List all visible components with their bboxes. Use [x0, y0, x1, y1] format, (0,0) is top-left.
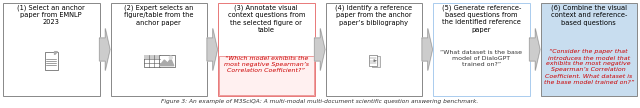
Polygon shape	[314, 29, 325, 70]
Bar	[369, 55, 376, 66]
Bar	[541, 3, 637, 96]
Polygon shape	[99, 29, 110, 70]
Text: Figure 3: An example of M3SciQA: A multi-modal multi-document scientific questio: Figure 3: An example of M3SciQA: A multi…	[161, 99, 479, 104]
Bar	[144, 55, 160, 59]
Polygon shape	[422, 29, 433, 70]
Text: (1) Select an anchor
paper from EMNLP
2023: (1) Select an anchor paper from EMNLP 20…	[17, 5, 85, 25]
Text: (4) Identify a reference
paper from the anchor
paper’s bibliography: (4) Identify a reference paper from the …	[335, 5, 412, 25]
Text: (6) Combine the visual
context and reference-
based questions: (6) Combine the visual context and refer…	[550, 5, 627, 25]
Bar	[218, 3, 314, 96]
Bar	[45, 52, 58, 70]
Polygon shape	[207, 29, 218, 70]
Bar	[159, 55, 175, 67]
Text: “What dataset is the base
model of DialoGPT
trained on?”: “What dataset is the base model of Dialo…	[440, 49, 522, 67]
Bar	[219, 56, 314, 95]
Bar	[144, 55, 160, 67]
Circle shape	[170, 56, 172, 59]
Text: (3) Annotate visual
context questions from
the selected figure or
table: (3) Annotate visual context questions fr…	[228, 5, 305, 33]
Polygon shape	[160, 59, 173, 66]
Bar	[3, 3, 99, 96]
Bar	[433, 3, 529, 96]
Text: (2) Expert selects an
figure/table from the
anchor paper: (2) Expert selects an figure/table from …	[124, 5, 193, 25]
Bar	[326, 3, 422, 96]
Polygon shape	[529, 29, 540, 70]
Bar	[111, 3, 207, 96]
Polygon shape	[54, 52, 58, 55]
Text: “Which model exhibits the
most negative Spearman’s
Correlation Coefficient?”: “Which model exhibits the most negative …	[224, 56, 308, 73]
Text: (5) Generate reference-
based questions from
the identified reference
paper: (5) Generate reference- based questions …	[442, 5, 521, 33]
Text: “Consider the paper that
introduces the model that
exhibits the most negative
Sp: “Consider the paper that introduces the …	[544, 49, 634, 84]
Bar	[372, 56, 380, 67]
